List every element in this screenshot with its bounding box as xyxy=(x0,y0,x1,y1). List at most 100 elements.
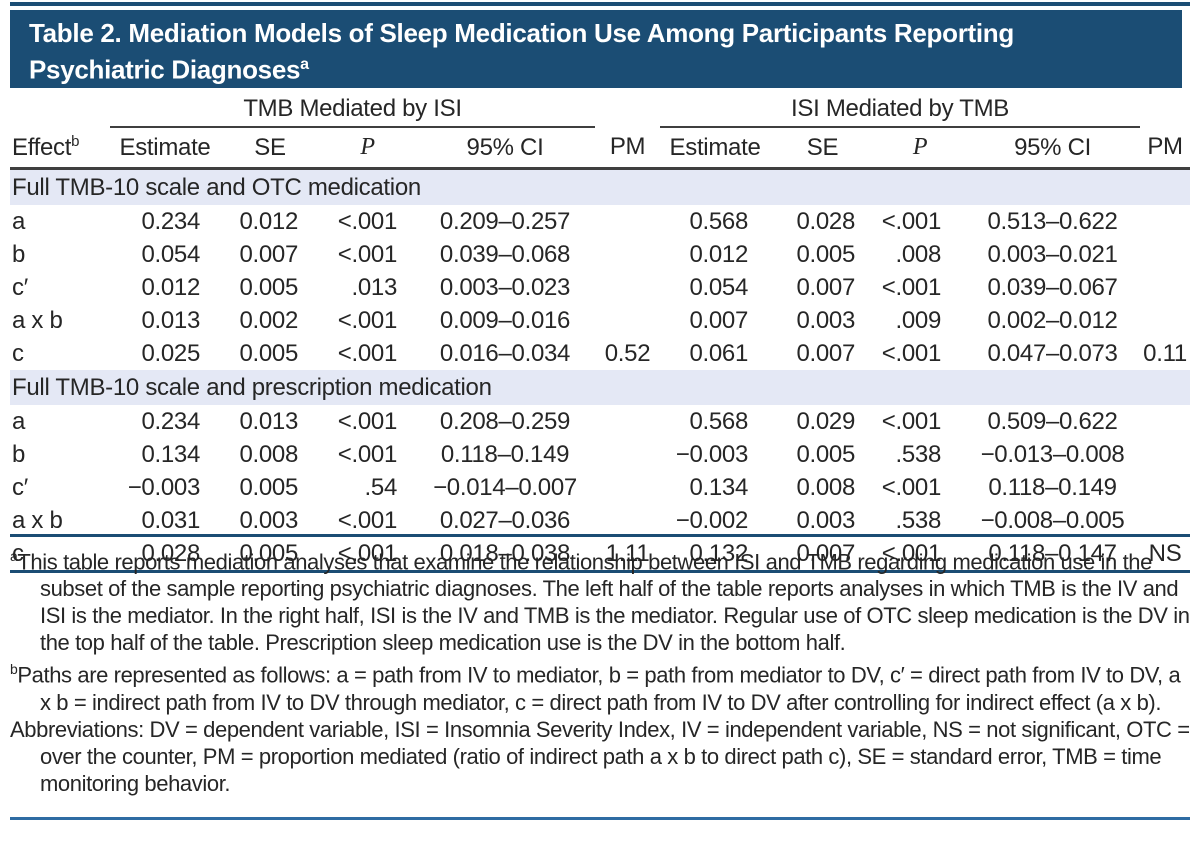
column-header-estimate-left: Estimate xyxy=(110,127,220,170)
table-cell xyxy=(1140,438,1190,471)
table-cell: 0.007 xyxy=(796,539,856,567)
table-cell: c′ xyxy=(12,473,28,501)
table-cell: .538 xyxy=(895,506,942,534)
table-cell: <.001 xyxy=(881,539,942,567)
table-row: b 0.054 0.007 <.001 0.039–0.068 0.012 0.005 .00… xyxy=(10,238,1190,271)
table-cell: 0.134 xyxy=(141,440,200,468)
table-cell: 0.003 xyxy=(239,506,298,534)
table-title-line2-text: Psychiatric Diagnoses xyxy=(29,54,301,85)
table-cell: 0.509–0.622 xyxy=(987,407,1118,435)
table-cell: −0.002 xyxy=(675,506,749,534)
table-cell: 0.007 xyxy=(689,306,749,334)
table-cell: 0.005 xyxy=(796,440,856,468)
table-cell: <.001 xyxy=(337,306,398,334)
footnote-b-text: Paths are represented as follows: a = pa… xyxy=(17,662,1181,715)
table-cell: <.001 xyxy=(337,440,398,468)
table-cell: 0.11 xyxy=(1143,339,1187,367)
group-header-spacer xyxy=(595,92,660,127)
table-cell xyxy=(595,471,660,504)
group-header-spacer xyxy=(10,92,110,127)
bottom-border-line xyxy=(10,817,1190,820)
table-cell: 0.118–0.149 xyxy=(988,473,1117,501)
section-header-label: Full TMB-10 scale and prescription medic… xyxy=(10,370,1191,405)
table-cell xyxy=(1140,205,1190,238)
table-cell: −0.013–0.008 xyxy=(980,440,1125,468)
table-cell: <.001 xyxy=(337,506,398,534)
table-cell: 0.003 xyxy=(796,506,856,534)
table-row: a x b 0.013 0.002 <.001 0.009–0.016 0.007 0.00… xyxy=(10,304,1190,337)
table-cell: 0.513–0.622 xyxy=(987,207,1118,235)
table-cell: 0.028 xyxy=(141,539,200,567)
table-cell: 0.027–0.036 xyxy=(439,506,571,534)
column-header-pm-left: PM xyxy=(595,127,661,170)
table-cell: 0.52 xyxy=(604,339,651,367)
column-header-pm-right: PM xyxy=(1140,127,1191,170)
table-row: a 0.234 0.013 <.001 0.208–0.259 0.568 0.029 <.0… xyxy=(10,405,1190,438)
table-cell: 0.054 xyxy=(141,240,200,268)
table-cell xyxy=(595,238,660,271)
table-cell: <.001 xyxy=(881,407,942,435)
table-cell: 0.039–0.067 xyxy=(987,273,1118,301)
table-cell: 0.003–0.023 xyxy=(439,273,571,301)
column-header-row: Effectb Estimate SE P 95% CI PM Estimate… xyxy=(10,127,1191,170)
table-cell: 0.007 xyxy=(239,240,298,268)
table-cell: b xyxy=(12,240,26,268)
footnotes: aThis table reports mediation analyses t… xyxy=(10,543,1192,797)
table-row: c′ −0.003 0.005 .54 −0.014–0.007 0.134 0.008 <.… xyxy=(10,471,1190,504)
table-cell: 0.234 xyxy=(141,207,200,235)
table-title-bar: Table 2. Mediation Models of Sleep Medic… xyxy=(10,10,1182,88)
table-cell: 0.118–0.149 xyxy=(440,440,570,468)
table-cell xyxy=(595,205,660,238)
table-cell xyxy=(1140,271,1190,304)
table-cell: 0.132 xyxy=(689,539,749,567)
table-cell: 0.118–0.147 xyxy=(988,539,1117,567)
column-header-p-left: P xyxy=(320,127,415,170)
column-header-ci-right: 95% CI xyxy=(965,127,1141,170)
section-header-row: Full TMB-10 scale and prescription medic… xyxy=(10,370,1191,405)
mediation-table: TMB Mediated by ISI ISI Mediated by TMB … xyxy=(10,92,1191,573)
table-cell: b xyxy=(12,440,26,468)
table-cell: .009 xyxy=(895,306,942,334)
table-cell: 0.061 xyxy=(689,339,749,367)
table-cell: 0.008 xyxy=(239,440,298,468)
table-row: a 0.234 0.012 <.001 0.209–0.257 0.568 0.028 <.0… xyxy=(10,205,1190,238)
table-cell: 0.018–0.038 xyxy=(439,539,571,567)
table-cell: −0.008–0.005 xyxy=(980,506,1125,534)
table-title-footnote-marker: a xyxy=(300,56,309,73)
table-cell: <.001 xyxy=(337,407,398,435)
table-cell: −0.003 xyxy=(127,473,201,501)
table-cell: 0.012 xyxy=(239,207,298,235)
column-header-se-left: SE xyxy=(220,127,320,170)
table-cell: −0.014–0.007 xyxy=(433,473,577,501)
table-cell: 0.013 xyxy=(141,306,200,334)
table-cell: 0.047–0.073 xyxy=(987,339,1118,367)
table-cell: 0.028 xyxy=(796,207,856,235)
table-cell xyxy=(1140,504,1190,537)
section-header-label: Full TMB-10 scale and OTC medication xyxy=(10,168,1191,205)
footnote-a: aThis table reports mediation analyses t… xyxy=(10,543,1192,656)
table-bottom-rule xyxy=(10,534,1190,537)
footnote-b: bPaths are represented as follows: a = p… xyxy=(10,656,1192,715)
table-cell: 0.208–0.259 xyxy=(439,407,571,435)
table-cell: <.001 xyxy=(881,473,942,501)
table-cell: 0.054 xyxy=(689,273,749,301)
table-cell: 0.039–0.068 xyxy=(439,240,571,268)
table-cell xyxy=(595,438,660,471)
table-cell: .013 xyxy=(351,273,397,301)
table-body: Full TMB-10 scale and OTC medication a 0.2… xyxy=(10,168,1191,572)
table-cell: 0.013 xyxy=(239,407,298,435)
table-cell: 0.007 xyxy=(796,273,856,301)
column-header-p-right: P xyxy=(875,127,966,170)
table-row: c 0.025 0.005 <.001 0.016–0.034 0.52 0.061 0.00… xyxy=(10,337,1190,370)
table-cell: 1.11 xyxy=(605,539,650,567)
table-cell: 0.008 xyxy=(796,473,856,501)
table-cell: 0.007 xyxy=(796,339,856,367)
table-cell: <.001 xyxy=(881,273,942,301)
table-cell: 0.012 xyxy=(141,273,200,301)
table-cell: 0.568 xyxy=(689,207,749,235)
table-row: c 0.028 0.005 <.001 0.018–0.038 1.11 0.132 0.00… xyxy=(10,537,1190,572)
table-row: c′ 0.012 0.005 .013 0.003–0.023 0.054 0.007 <.0… xyxy=(10,271,1190,304)
table-row: b 0.134 0.008 <.001 0.118–0.149 −0.003 0.005 .5… xyxy=(10,438,1190,471)
table-cell: −0.003 xyxy=(675,440,749,468)
